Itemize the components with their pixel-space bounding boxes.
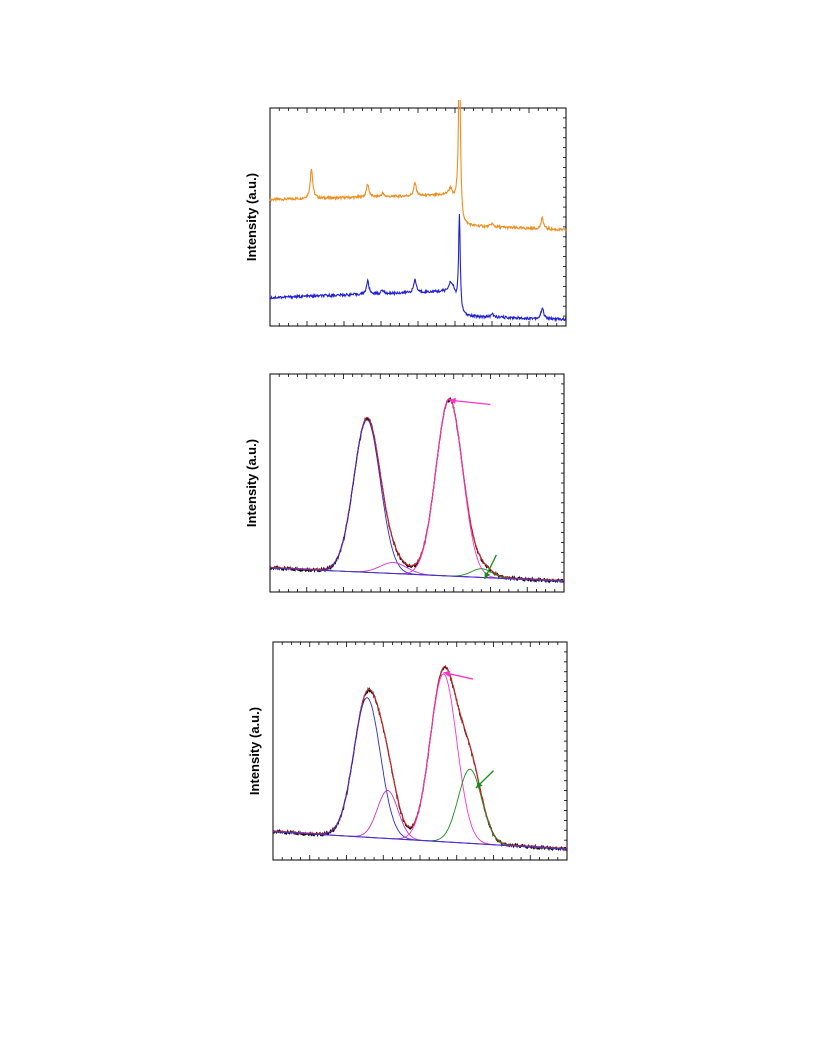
annotation-arrow-0: [443, 670, 474, 680]
chart-panel-fit-1: Intensity (a.u.): [240, 366, 580, 606]
background-line: [269, 567, 565, 582]
series-line-component-4: [273, 673, 567, 850]
series-line-component-5: [273, 768, 567, 850]
plot-frame: [269, 373, 565, 593]
background-line: [272, 831, 568, 850]
series-line-component-4: [270, 398, 564, 582]
peak-fit-chart-2: Intensity (a.u.): [247, 641, 568, 861]
series-line-data-0: [269, 396, 565, 584]
axis-ticks: [278, 108, 566, 326]
series-line-component-2: [270, 419, 564, 582]
y-axis-label: Intensity (a.u.): [247, 707, 262, 795]
series-line-component-2: [273, 697, 567, 850]
series-line-data-0: [269, 100, 567, 233]
y-axis-label: Intensity (a.u.): [244, 173, 259, 261]
chart-panel-xrd: Intensity (a.u.): [240, 100, 580, 340]
series-line-fit-1: [270, 398, 564, 581]
xrd-chart: Intensity (a.u.): [244, 100, 567, 327]
series-line-data-0: [272, 664, 568, 852]
annotation-arrow-1: [475, 770, 494, 789]
series-line-fit-1: [273, 666, 567, 849]
plot-frame: [272, 641, 568, 861]
peak-fit-chart-1: Intensity (a.u.): [244, 373, 565, 593]
series-line-data-1: [269, 213, 567, 323]
y-axis-label: Intensity (a.u.): [244, 439, 259, 527]
axis-ticks: [278, 374, 564, 592]
chart-panel-fit-2: Intensity (a.u.): [240, 634, 580, 874]
plot-frame: [269, 107, 567, 327]
annotation-arrow-0: [449, 397, 491, 406]
axis-ticks: [281, 642, 567, 860]
annotation-arrow-1: [484, 554, 497, 580]
